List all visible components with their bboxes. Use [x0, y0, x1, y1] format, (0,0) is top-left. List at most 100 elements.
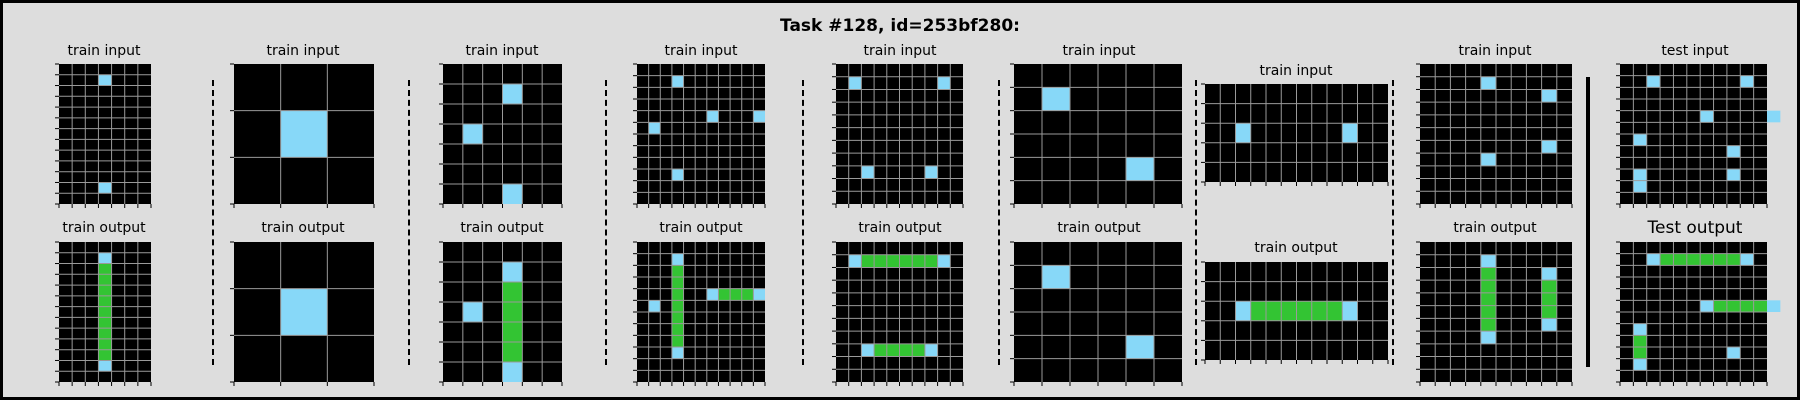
pair8-output-grid — [1416, 241, 1573, 386]
green-cell — [1296, 301, 1312, 321]
pair2-output-grid — [230, 241, 375, 386]
green-cell — [98, 274, 112, 286]
green-cell — [1726, 300, 1741, 312]
cyan-cell — [706, 288, 719, 301]
cyan-cell — [648, 300, 661, 312]
cyan-cell — [1633, 134, 1647, 146]
cyan-cell — [848, 76, 862, 90]
cyan-cell — [502, 184, 523, 204]
cyan-cell — [671, 75, 684, 88]
pair3-output-grid — [439, 241, 563, 386]
test-separator — [1586, 77, 1590, 367]
cyan-cell — [937, 254, 951, 268]
green-cell — [98, 349, 112, 361]
cyan-cell — [502, 262, 523, 282]
cyan-cell — [1767, 110, 1781, 123]
cyan-cell — [924, 165, 938, 179]
grid-background — [59, 64, 151, 204]
green-cell — [1480, 305, 1496, 319]
green-cell — [671, 300, 684, 312]
green-cell — [671, 277, 684, 289]
cyan-cell — [1646, 75, 1661, 88]
cyan-cell — [502, 84, 523, 104]
pair-separator — [998, 80, 1000, 365]
pair4-input-label: train input — [664, 43, 738, 59]
cyan-cell — [1726, 347, 1741, 359]
cyan-cell — [706, 110, 719, 123]
cyan-cell — [753, 110, 765, 123]
pair-separator — [802, 80, 804, 365]
cyan-cell — [98, 252, 112, 264]
cyan-cell — [753, 288, 765, 301]
pair3-input-label: train input — [465, 43, 539, 59]
pair5-output-label: train output — [858, 220, 942, 236]
pair4-output-grid — [633, 241, 766, 386]
pair-separator — [1195, 80, 1197, 365]
cyan-cell — [1342, 123, 1358, 143]
cyan-cell — [1541, 140, 1557, 154]
green-cell — [861, 254, 875, 268]
cyan-cell — [648, 122, 661, 134]
cyan-cell — [1042, 265, 1070, 289]
cyan-cell — [1541, 89, 1557, 103]
pair5-input-grid — [832, 63, 964, 208]
cyan-cell — [1126, 335, 1154, 359]
cyan-cell — [848, 254, 862, 268]
pair1-input-label: train input — [67, 43, 141, 59]
green-cell — [1250, 301, 1266, 321]
pair2-input-label: train input — [266, 43, 340, 59]
cyan-cell — [462, 124, 483, 144]
pair1-input-grid — [55, 63, 152, 208]
pair1-output-label: train output — [62, 220, 146, 236]
green-cell — [886, 254, 900, 268]
pair6-input-grid — [1010, 63, 1183, 208]
green-cell — [671, 335, 684, 347]
cyan-cell — [1767, 300, 1781, 312]
cyan-cell — [861, 343, 875, 357]
green-cell — [874, 254, 887, 268]
cyan-cell — [502, 362, 523, 382]
cyan-cell — [1726, 145, 1741, 158]
pair7-input-label: train input — [1259, 63, 1333, 79]
cyan-cell — [280, 110, 328, 158]
green-cell — [899, 343, 913, 357]
green-cell — [98, 263, 112, 275]
green-cell — [671, 288, 684, 301]
pair-separator — [1392, 80, 1394, 365]
cyan-cell — [1342, 301, 1358, 321]
cyan-cell — [1700, 110, 1714, 123]
cyan-cell — [1126, 157, 1154, 181]
green-cell — [1327, 301, 1343, 321]
cyan-cell — [1480, 153, 1496, 166]
green-cell — [1541, 292, 1557, 306]
green-cell — [1686, 253, 1701, 266]
green-cell — [671, 323, 684, 336]
green-cell — [912, 254, 925, 268]
cyan-cell — [1726, 169, 1741, 181]
cyan-cell — [1042, 87, 1070, 111]
cyan-cell — [671, 253, 684, 266]
cyan-cell — [98, 182, 112, 194]
green-cell — [1480, 292, 1496, 306]
green-cell — [98, 285, 112, 296]
green-cell — [899, 254, 913, 268]
green-cell — [502, 282, 523, 302]
pair6-output-label: train output — [1057, 220, 1141, 236]
cyan-cell — [1480, 331, 1496, 344]
green-cell — [1753, 300, 1767, 312]
test-input-grid — [1616, 63, 1781, 208]
cyan-cell — [1740, 253, 1754, 266]
cyan-cell — [937, 76, 951, 90]
green-cell — [886, 343, 900, 357]
green-cell — [671, 265, 684, 277]
cyan-cell — [1633, 180, 1647, 193]
cyan-cell — [1235, 301, 1251, 321]
cyan-cell — [1700, 300, 1714, 312]
cyan-cell — [1235, 123, 1251, 143]
green-cell — [98, 317, 112, 329]
green-cell — [98, 338, 112, 350]
green-cell — [718, 288, 731, 301]
green-cell — [730, 288, 742, 301]
green-cell — [1311, 301, 1327, 321]
cyan-cell — [1541, 318, 1557, 332]
